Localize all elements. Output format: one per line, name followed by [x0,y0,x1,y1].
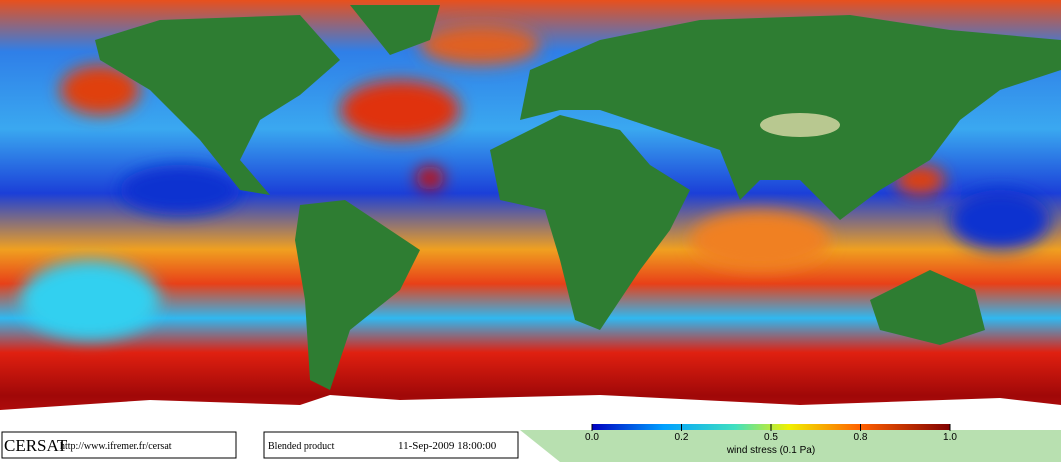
footer: CERSAT http://www.ifremer.fr/cersat Blen… [0,424,1061,462]
colorbar-tick-label: 1.0 [943,432,957,443]
product: Blended product [268,441,335,452]
url: http://www.ifremer.fr/cersat [60,441,172,452]
land [95,5,1061,390]
wind-patches [20,25,1050,340]
timestamp: 11-Sep-2009 18:00:00 [398,440,497,452]
product-box [263,431,519,459]
colorbar-tick-label: 0.5 [764,432,778,443]
colorbar-tick-label: 0.0 [585,432,599,443]
colorbar-label: wind stress (0.1 Pa) [726,445,815,456]
antarctica [0,395,1061,430]
land-strip [520,430,1061,462]
logo-box [1,431,237,459]
map [0,0,1061,430]
colorbar-tick-label: 0.2 [675,432,689,443]
colorbar-tick-label: 0.8 [854,432,868,443]
logo: CERSAT [4,436,68,455]
